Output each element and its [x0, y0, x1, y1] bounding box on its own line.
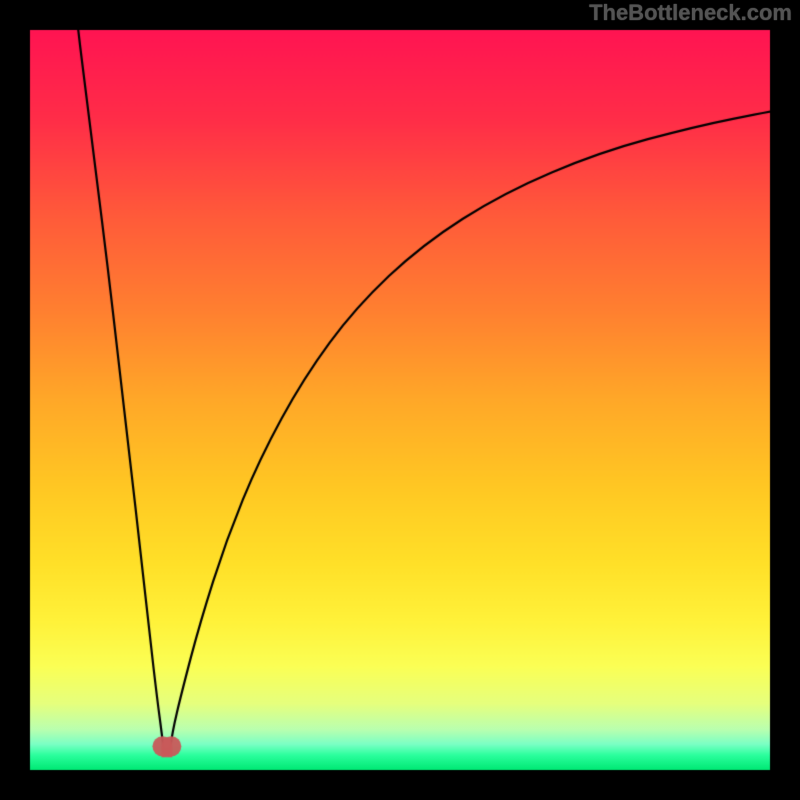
bottleneck-chart-canvas	[0, 0, 800, 800]
watermark-text: TheBottleneck.com	[589, 0, 792, 26]
chart-container: TheBottleneck.com	[0, 0, 800, 800]
